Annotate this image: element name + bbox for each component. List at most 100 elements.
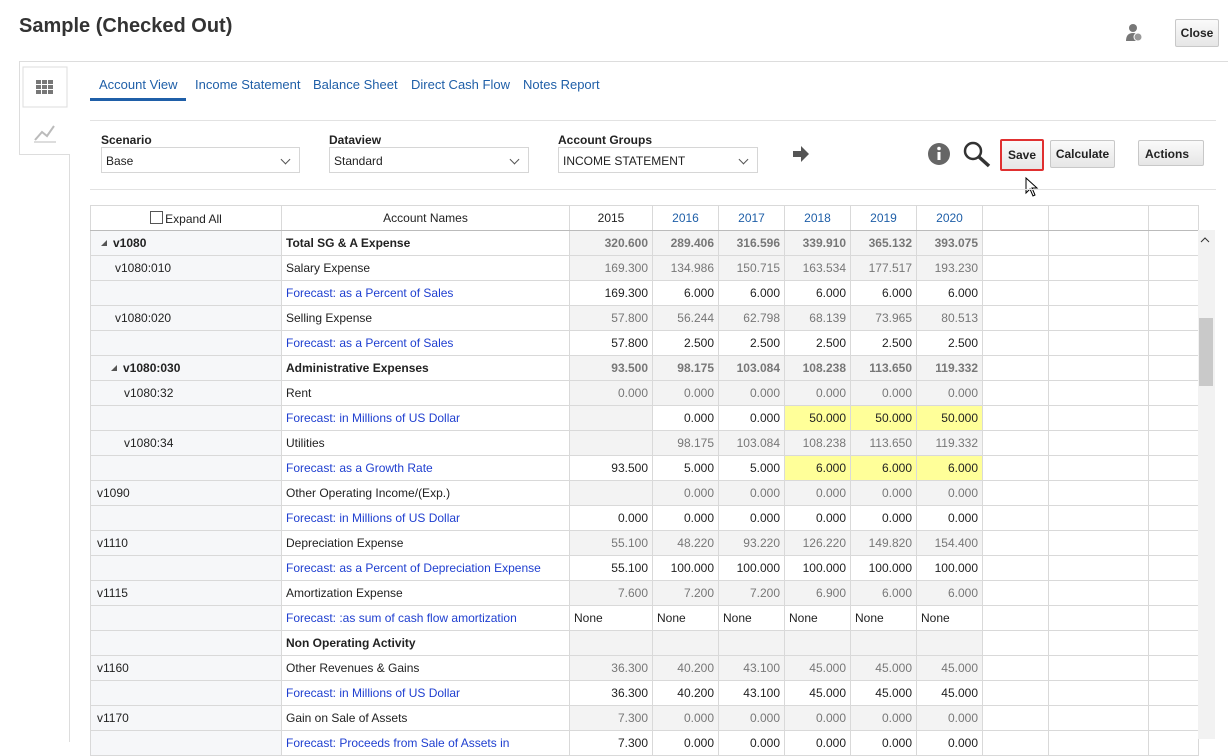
value-cell[interactable]: 7.300 [570,731,653,756]
account-name-text: Depreciation Expense [286,536,403,550]
value-cell[interactable]: 6.000 [719,281,785,306]
calculate-button[interactable]: Calculate [1050,140,1115,168]
value-cell[interactable]: 100.000 [917,556,983,581]
forecast-link[interactable]: Forecast: as a Percent of Depreciation E… [286,561,541,575]
sidebar-icons[interactable] [20,62,70,154]
value-cell[interactable]: 6.000 [851,456,917,481]
forecast-link[interactable]: Forecast: as a Percent of Sales [286,336,453,350]
value-cell[interactable]: None [570,606,653,631]
value-cell[interactable]: 6.000 [917,456,983,481]
value-cell[interactable]: 43.100 [719,681,785,706]
tab[interactable]: Notes Report [523,77,600,92]
close-button[interactable]: Close [1175,19,1219,47]
tab[interactable]: Account View [99,77,178,92]
value-cell[interactable]: 0.000 [851,731,917,756]
value-cell[interactable]: 50.000 [785,406,851,431]
value-cell[interactable]: 0.000 [719,731,785,756]
value-cell[interactable]: 55.100 [570,556,653,581]
value-cell[interactable]: 50.000 [917,406,983,431]
scroll-up[interactable] [1200,236,1210,244]
filter-select[interactable]: Base [101,147,300,173]
value-cell[interactable]: 45.000 [917,681,983,706]
value-cell[interactable]: 50.000 [851,406,917,431]
empty-cell [1149,406,1199,431]
value-cell[interactable]: 169.300 [570,281,653,306]
value-cell[interactable]: None [653,606,719,631]
value-cell[interactable]: 2.500 [785,331,851,356]
value-cell[interactable]: 5.000 [653,456,719,481]
go-arrow[interactable] [791,145,811,163]
column-header[interactable]: 2018 [785,206,851,231]
value-cell[interactable]: 93.500 [570,456,653,481]
grid-row: Forecast: :as sum of cash flow amortizat… [91,606,1199,631]
value-cell[interactable]: 0.000 [719,506,785,531]
filter-select[interactable]: Standard [329,147,529,173]
forecast-link[interactable]: Forecast: Proceeds from Sale of Assets i… [286,736,509,750]
value-cell[interactable]: 45.000 [785,681,851,706]
column-header[interactable]: 2017 [719,206,785,231]
value-cell[interactable]: 6.000 [785,281,851,306]
tab[interactable]: Income Statement [195,77,301,92]
value-cell[interactable]: 36.300 [570,681,653,706]
user-icon[interactable] [1125,23,1143,43]
value-cell[interactable]: 0.000 [785,506,851,531]
expander[interactable] [101,240,107,246]
value-cell[interactable]: None [917,606,983,631]
value-cell[interactable]: 0.000 [917,506,983,531]
value-cell[interactable]: 0.000 [719,406,785,431]
forecast-link[interactable]: Forecast: :as sum of cash flow amortizat… [286,611,517,625]
value-cell[interactable]: None [719,606,785,631]
actions-button[interactable]: Actions [1138,140,1204,166]
value-cell[interactable] [570,406,653,431]
value-cell[interactable]: None [785,606,851,631]
filter-select[interactable]: INCOME STATEMENT [558,147,758,173]
value-cell[interactable]: 6.000 [917,281,983,306]
value-cell[interactable]: 0.000 [653,406,719,431]
value-cell[interactable]: None [851,606,917,631]
forecast-link[interactable]: Forecast: as a Percent of Sales [286,286,453,300]
value-cell[interactable]: 100.000 [851,556,917,581]
forecast-link[interactable]: Forecast: in Millions of US Dollar [286,411,460,425]
value-cell[interactable]: 100.000 [719,556,785,581]
value-cell[interactable]: 100.000 [785,556,851,581]
checkbox[interactable] [150,211,163,224]
scrollbar[interactable] [1198,230,1215,739]
value-cell[interactable]: 0.000 [785,731,851,756]
value-cell[interactable]: 6.000 [851,281,917,306]
value-cell[interactable]: 45.000 [851,681,917,706]
column-header[interactable]: Expand All [91,206,282,231]
value-cell[interactable]: 5.000 [719,456,785,481]
expand-all[interactable]: Expand All [165,212,222,226]
forecast-link[interactable]: Forecast: as a Growth Rate [286,461,433,475]
column-header[interactable]: 2016 [653,206,719,231]
value-cell[interactable]: 40.200 [653,681,719,706]
save-button[interactable]: Save [1000,139,1044,171]
account-name: Administrative Expenses [282,356,570,381]
value-cell[interactable]: 6.000 [653,281,719,306]
value-cell[interactable]: 2.500 [851,331,917,356]
forecast-link[interactable]: Forecast: in Millions of US Dollar [286,686,460,700]
value-cell[interactable]: 0.000 [917,731,983,756]
tab[interactable]: Balance Sheet [313,77,398,92]
column-header[interactable]: 2020 [917,206,983,231]
grid-row: Forecast: as a Percent of Sales57.8002.5… [91,331,1199,356]
value-cell[interactable]: 0.000 [851,506,917,531]
scrollbar-thumb[interactable] [1199,318,1213,386]
value-cell[interactable]: 0.000 [570,506,653,531]
info-icon[interactable] [927,142,951,166]
value-cell[interactable]: 0.000 [653,506,719,531]
forecast-link[interactable]: Forecast: in Millions of US Dollar [286,511,460,525]
value-cell[interactable]: 2.500 [917,331,983,356]
value-cell[interactable]: 6.000 [785,456,851,481]
value-cell[interactable]: 2.500 [719,331,785,356]
value-cell[interactable]: 2.500 [653,331,719,356]
value-cell[interactable]: 100.000 [653,556,719,581]
tab[interactable]: Direct Cash Flow [411,77,510,92]
expander[interactable] [111,365,117,371]
value-cell: 103.084 [719,356,785,381]
column-header[interactable]: 2019 [851,206,917,231]
value-cell[interactable]: 57.800 [570,331,653,356]
value-cell[interactable]: 0.000 [653,731,719,756]
search-icon[interactable] [962,140,992,170]
value: 103.084 [737,436,780,450]
